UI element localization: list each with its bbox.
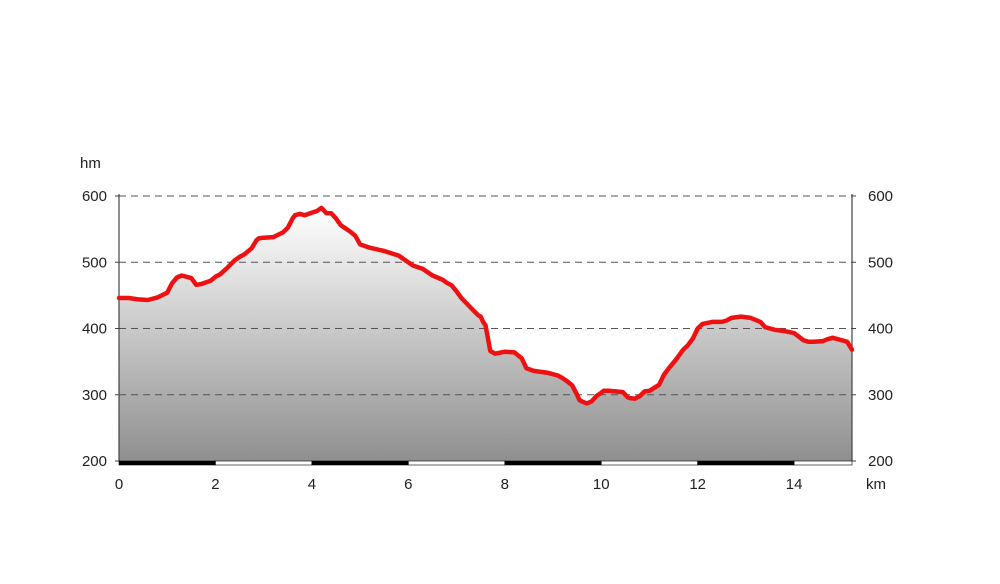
y-tick-label-right: 400 <box>868 321 893 338</box>
y-tick-label-right: 300 <box>868 387 893 404</box>
x-tick-label: 8 <box>501 476 509 493</box>
elevation-line <box>116 205 855 406</box>
x-tick-label: 10 <box>593 476 610 493</box>
scale-bar-segment <box>793 460 853 466</box>
scale-bar-segment <box>600 460 698 466</box>
x-tick-label: 0 <box>115 476 123 493</box>
y-tick-label-right: 600 <box>868 188 893 205</box>
x-tick-label: 2 <box>211 476 219 493</box>
scale-bar-segment <box>697 460 795 466</box>
y-tick-label-right: 200 <box>868 453 893 470</box>
y-axis-unit-label: hm <box>80 155 101 172</box>
y-tick-label-left: 500 <box>82 254 107 271</box>
y-tick-label-left: 400 <box>82 321 107 338</box>
y-tick-label-right: 500 <box>868 254 893 271</box>
x-tick-label: 6 <box>404 476 412 493</box>
tick-labels: 200 300 400 500 600 200 300 400 500 600 0 2 4 6 8 10 12 1… <box>82 188 893 493</box>
x-tick-label: 14 <box>786 476 803 493</box>
y-tick-label-left: 600 <box>82 188 107 205</box>
x-axis-unit-label: km <box>866 476 886 493</box>
y-tick-label-left: 200 <box>82 453 107 470</box>
profile-line-layer <box>116 205 855 406</box>
scale-bar-segment <box>215 460 313 466</box>
scale-bar-segment <box>311 460 409 466</box>
x-tick-label: 12 <box>689 476 706 493</box>
x-tick-label: 4 <box>308 476 316 493</box>
scale-bar-segment <box>408 460 506 466</box>
axes <box>115 194 856 466</box>
scale-bar-segment <box>504 460 602 466</box>
scale-bar-segment <box>118 460 216 466</box>
y-tick-label-left: 300 <box>82 387 107 404</box>
